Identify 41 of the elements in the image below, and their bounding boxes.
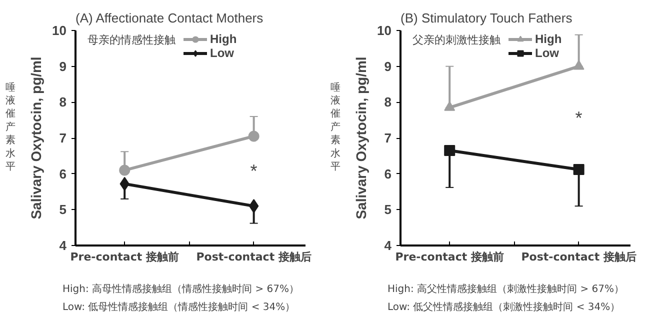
chart-subtitle: 父亲的刺激性接触 bbox=[412, 34, 500, 46]
text: Low: 低父性情感接触组（刺激性接触时间 < 34%） bbox=[388, 301, 620, 313]
y-tick-label: 7 bbox=[59, 130, 67, 146]
y-tick-label: 4 bbox=[384, 238, 392, 253]
x-tick-label: Pre-contact 接触前 bbox=[70, 250, 179, 264]
legend-label: High bbox=[210, 32, 237, 46]
point bbox=[248, 130, 260, 142]
chart-title: (B) Stimulatory Touch Fathers bbox=[400, 10, 573, 26]
x-tick-label: Pre-contact 接触前 bbox=[395, 250, 504, 264]
point bbox=[248, 199, 259, 214]
text: High: 高父性情感接触组（刺激性接触时间 > 67%） bbox=[388, 283, 624, 295]
y-tick-label: 8 bbox=[59, 94, 67, 110]
y-tick-label: 6 bbox=[59, 166, 67, 182]
legend-label: Low bbox=[210, 46, 234, 60]
y-tick-label: 10 bbox=[377, 23, 392, 38]
legend-label: Low bbox=[535, 46, 559, 60]
text: 唾液催产素水平 bbox=[330, 81, 340, 172]
y-axis-title: Salivary Oxytocin, pg/ml bbox=[28, 56, 44, 220]
legend-label: High bbox=[535, 32, 562, 46]
point bbox=[119, 164, 130, 176]
point bbox=[573, 164, 584, 176]
y-tick-label: 5 bbox=[384, 202, 392, 218]
y-tick-label: 7 bbox=[384, 130, 392, 146]
x-tick-label: Post-contact 接触后 bbox=[521, 250, 636, 264]
y-tick-label: 9 bbox=[59, 58, 67, 74]
y-axis-title: Salivary Oxytocin, pg/ml bbox=[353, 56, 370, 220]
y-tick-label: 8 bbox=[384, 94, 392, 110]
chart-title: (A) Affectionate Contact Mothers bbox=[76, 10, 264, 26]
y-tick-label: 4 bbox=[59, 238, 68, 253]
point bbox=[444, 145, 456, 156]
annotation: * bbox=[575, 108, 582, 128]
text: High: 高母性情感接触组（情感性接触时间 > 67%） bbox=[62, 283, 299, 295]
y-tick-label: 5 bbox=[59, 202, 67, 218]
x-tick-label: Post-contact 接触后 bbox=[196, 250, 312, 264]
text: Low: 低母性情感接触组（情感性接触时间 < 34%） bbox=[62, 301, 296, 313]
y-tick-label: 9 bbox=[384, 58, 392, 74]
annotation: * bbox=[250, 161, 258, 182]
y-tick-label: 10 bbox=[52, 23, 67, 38]
text: 唾液催产素水平 bbox=[6, 81, 16, 172]
chart-subtitle: 母亲的情感性接触 bbox=[88, 34, 176, 46]
y-tick-label: 6 bbox=[384, 166, 392, 182]
